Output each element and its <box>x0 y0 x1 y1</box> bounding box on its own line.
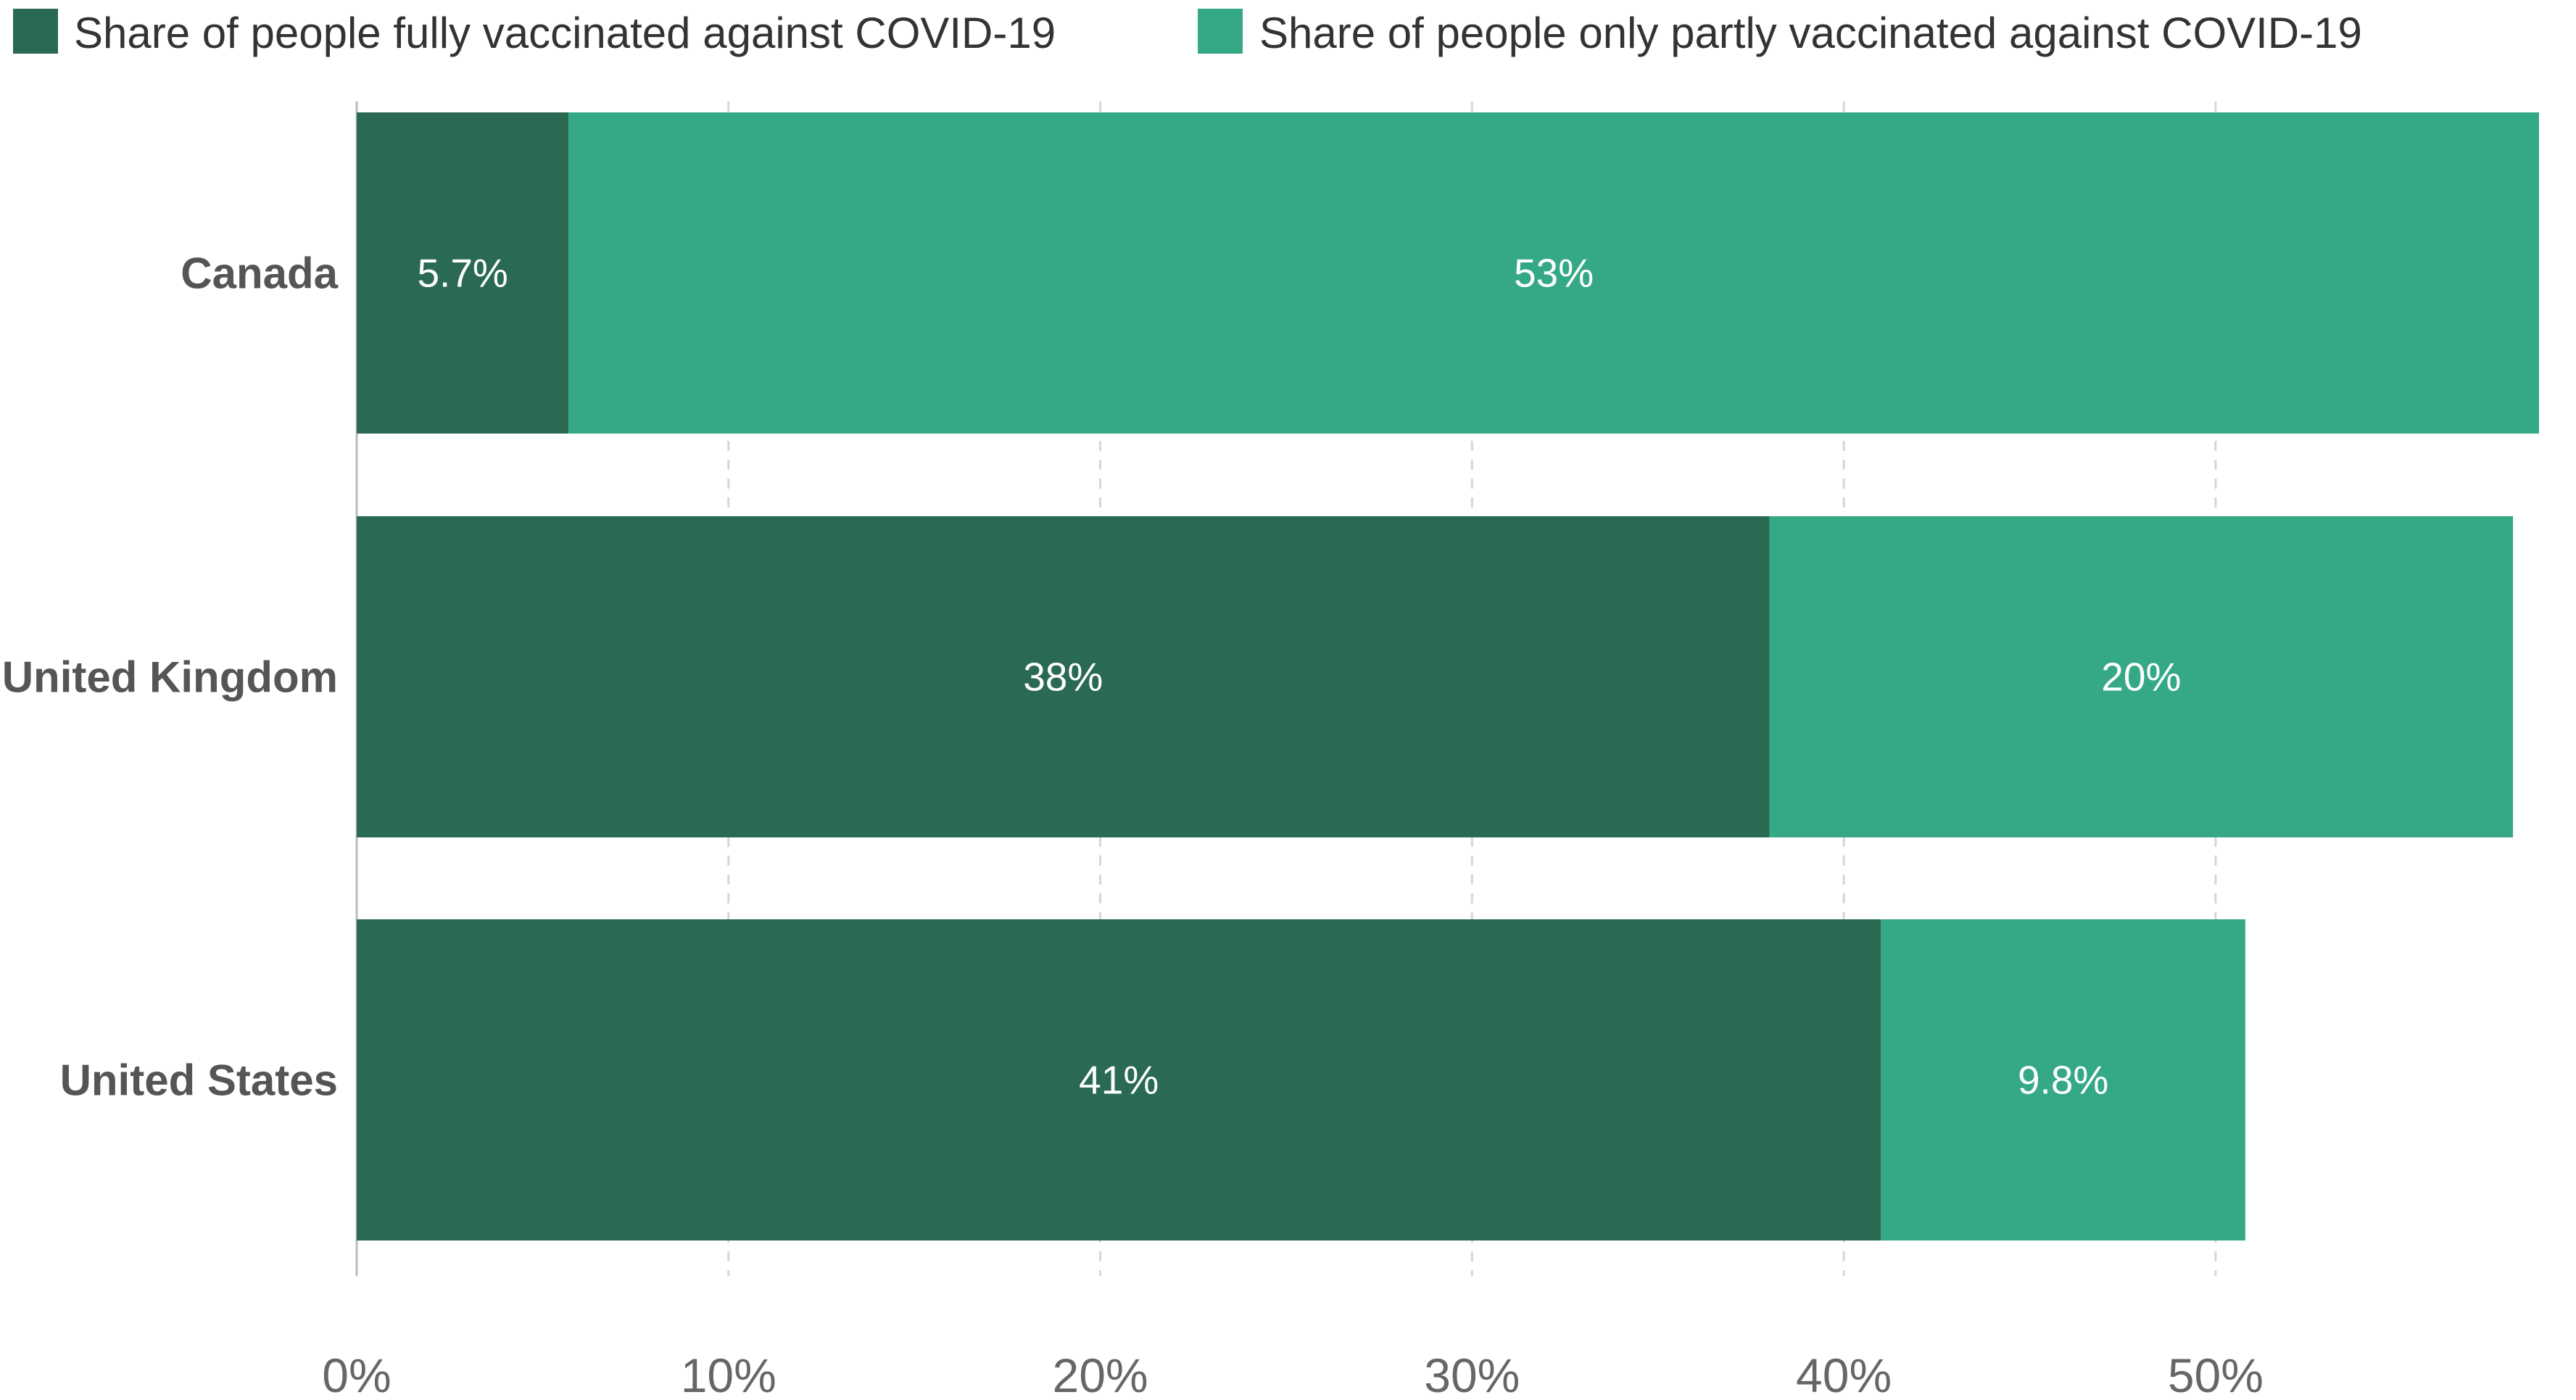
legend-swatch-partly-vaccinated <box>1198 9 1243 54</box>
data-label: 9.8% <box>2018 1058 2108 1103</box>
bars <box>357 112 2540 1240</box>
data-label: 53% <box>1514 251 1594 296</box>
bar-segment <box>357 919 1881 1240</box>
x-tick-label: 30% <box>1424 1349 1520 1400</box>
x-tick-label: 40% <box>1796 1349 1892 1400</box>
x-tick-label: 0% <box>322 1349 391 1400</box>
category-label: United States <box>60 1056 338 1105</box>
legend-label-fully-vaccinated: Share of people fully vaccinated against… <box>74 9 1056 57</box>
legend-label-partly-vaccinated: Share of people only partly vaccinated a… <box>1259 9 2362 57</box>
data-labels: 5.7% 53% 38% 20% 41% 9.8% <box>417 251 2181 1103</box>
bar-segment <box>1881 919 2245 1240</box>
data-label: 5.7% <box>417 251 508 296</box>
data-label: 41% <box>1079 1058 1159 1103</box>
legend-swatch-fully-vaccinated <box>13 9 58 54</box>
data-label: 38% <box>1023 655 1103 700</box>
category-label: United Kingdom <box>2 653 338 702</box>
bar-segment <box>357 516 1770 837</box>
x-axis-ticks: 0% 10% 20% 30% 40% 50% <box>322 1349 2264 1400</box>
data-label: 20% <box>2101 655 2181 700</box>
legend: Share of people fully vaccinated against… <box>13 9 2362 57</box>
x-tick-label: 20% <box>1052 1349 1148 1400</box>
bar-segment <box>568 112 2540 434</box>
category-labels: Canada United Kingdom United States <box>2 249 339 1105</box>
bar-segment <box>357 112 569 434</box>
bar-segment <box>1769 516 2514 837</box>
category-label: Canada <box>181 249 338 298</box>
x-tick-label: 50% <box>2168 1349 2264 1400</box>
x-tick-label: 10% <box>681 1349 776 1400</box>
